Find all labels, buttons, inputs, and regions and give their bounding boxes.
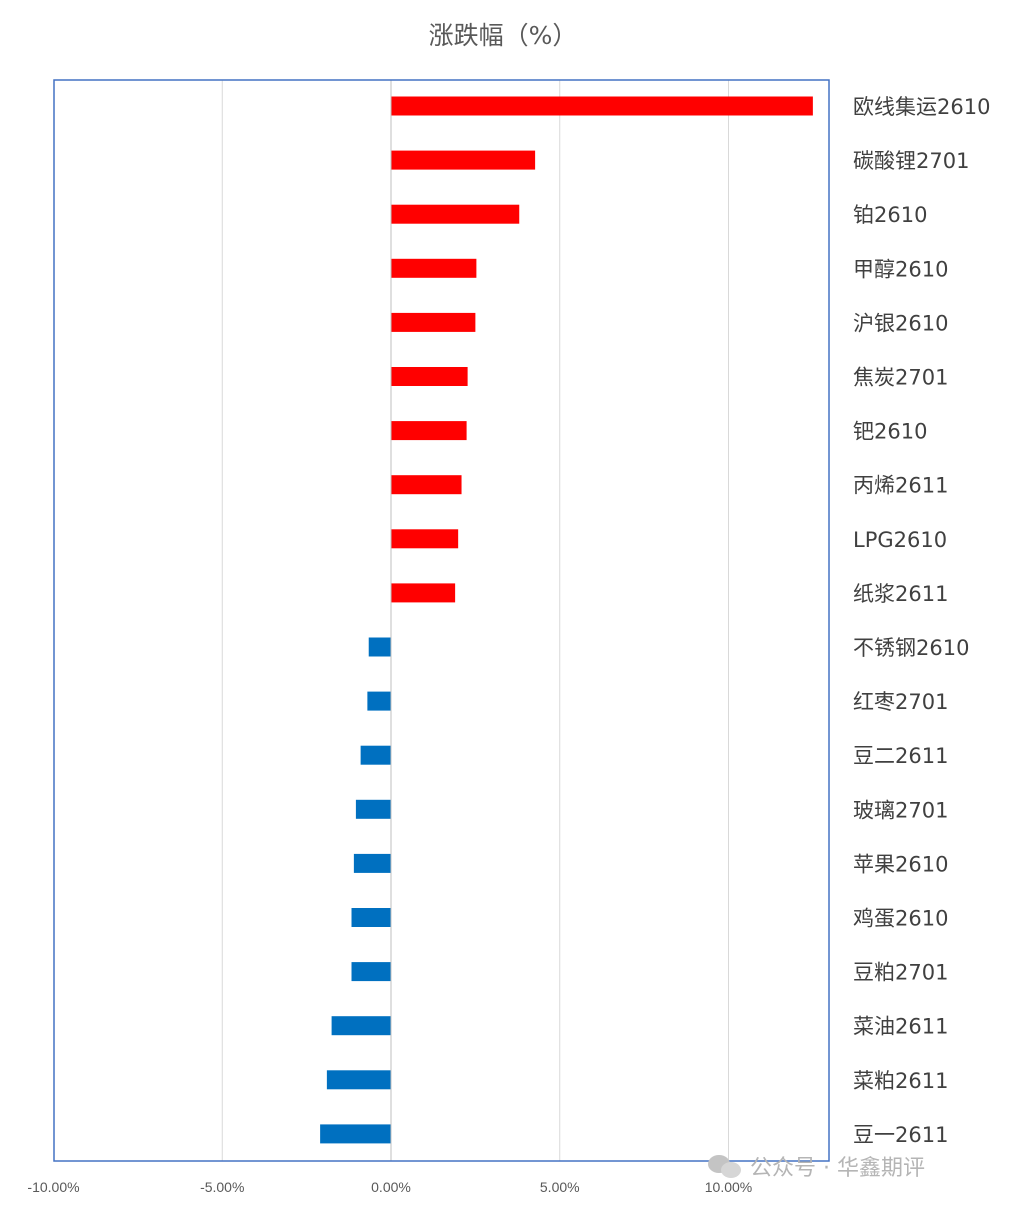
category-label: 铂2610 [853, 203, 927, 227]
category-label: 豆一2611 [853, 1123, 948, 1147]
category-label: 豆二2611 [853, 744, 948, 768]
category-label: 纸浆2611 [853, 582, 948, 606]
gridlines [221, 80, 729, 1161]
bar [351, 962, 391, 982]
plot-frame [53, 79, 830, 1162]
bar [355, 799, 391, 819]
category-label: 苹果2610 [853, 852, 948, 876]
x-tick-label: 10.00% [705, 1179, 752, 1195]
bar [391, 312, 476, 332]
x-tick-label: -10.00% [27, 1179, 79, 1195]
bar [331, 1016, 391, 1036]
bars [320, 96, 813, 1144]
category-label: 不锈钢2610 [853, 636, 969, 660]
bar [320, 1124, 391, 1144]
bar [360, 745, 391, 765]
category-label: LPG2610 [853, 528, 947, 552]
bar [391, 258, 477, 278]
bar [391, 367, 468, 386]
category-label: 菜粕2611 [853, 1069, 948, 1093]
category-label: 沪银2610 [853, 311, 948, 335]
bar [391, 475, 462, 495]
category-label: 红枣2701 [853, 690, 948, 714]
bar [391, 583, 456, 603]
bar [367, 691, 391, 711]
bar [351, 908, 391, 927]
chart-title: 涨跌幅（%） [429, 21, 578, 50]
bar [391, 421, 467, 441]
wechat-icon [708, 1153, 742, 1179]
category-label: 丙烯2611 [853, 474, 948, 498]
category-label: 焦炭2701 [853, 366, 948, 390]
bar [391, 529, 459, 549]
category-label: 菜油2611 [853, 1015, 948, 1039]
category-label: 玻璃2701 [853, 798, 948, 822]
x-tick-labels: -10.00% -5.00% 0.00% 5.00% 10.00% [27, 1179, 752, 1195]
category-label: 豆粕2701 [853, 961, 948, 985]
bar [391, 150, 536, 170]
x-tick-label: 5.00% [540, 1179, 580, 1195]
category-label: 甲醇2610 [853, 257, 948, 281]
category-label: 钯2610 [853, 420, 927, 444]
x-tick-label: 0.00% [371, 1179, 411, 1195]
category-label: 欧线集运2610 [853, 95, 990, 119]
category-labels: 欧线集运2610 碳酸锂2701 铂2610 甲醇2610 沪银2610 焦炭2701 钯2… [853, 95, 990, 1147]
bar [391, 96, 813, 116]
bar [353, 853, 391, 873]
watermark-text: 公众号 · 华鑫期评 [750, 1156, 925, 1181]
bar [368, 637, 391, 657]
x-tick-label: -5.00% [200, 1179, 244, 1195]
bar [326, 1070, 391, 1090]
bar [391, 204, 520, 224]
watermark: 公众号 · 华鑫期评 [708, 1150, 925, 1182]
category-label: 碳酸锂2701 [853, 149, 969, 173]
category-label: 鸡蛋2610 [853, 907, 948, 931]
